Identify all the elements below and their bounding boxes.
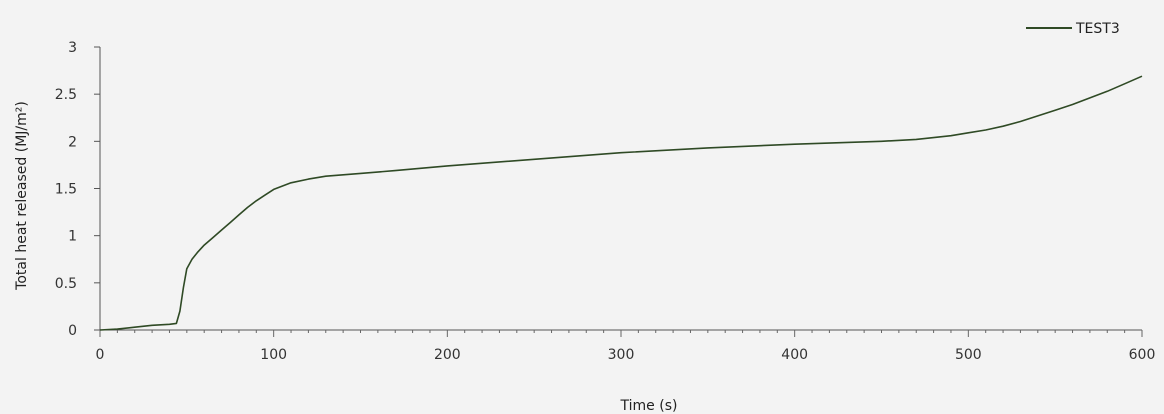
x-tick-label: 300 [608,347,635,363]
x-ticks: 0 100 200 300 400 500 600 [96,330,1156,363]
legend-label: TEST3 [1075,21,1120,37]
x-tick-label: 200 [434,347,461,363]
series-layer [99,75,1143,331]
y-tick-label: 1.5 [55,182,77,198]
x-tick-label: 600 [1129,347,1156,363]
y-axis-title: Total heat released (MJ/m²) [14,101,30,291]
x-tick-label: 400 [781,347,808,363]
series-line-test3 [99,75,1143,331]
y-tick-label: 3 [68,40,77,56]
x-tick-label: 500 [955,347,982,363]
x-axis-title: Time (s) [620,398,678,414]
y-ticks: 0 0.5 1 1.5 2 2.5 3 [55,40,100,339]
y-tick-label: 0.5 [55,276,77,292]
legend: TEST3 [1026,21,1120,37]
x-tick-label: 0 [96,347,105,363]
y-tick-label: 2.5 [55,87,77,103]
y-tick-label: 2 [68,134,77,150]
y-tick-label: 1 [68,229,77,245]
y-tick-label: 0 [68,323,77,339]
x-tick-label: 100 [260,347,287,363]
